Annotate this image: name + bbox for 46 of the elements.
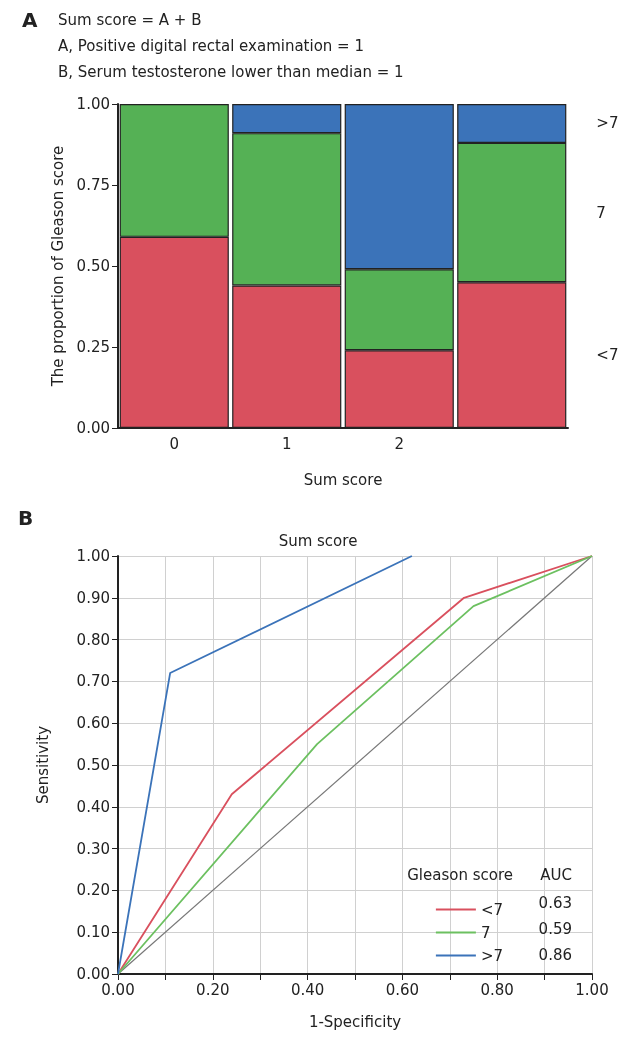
text: B	[18, 506, 34, 530]
y-tick-label: 0.70	[76, 672, 110, 691]
annotation: AUC	[540, 865, 572, 884]
y-tick-label: 0.40	[76, 797, 110, 816]
legend-label: >7	[480, 946, 504, 965]
y-tick-label: 1.00	[76, 95, 110, 113]
annotation: 0.59	[538, 919, 573, 938]
y-tick-label: 0.10	[76, 923, 110, 942]
x-tick-label: 0.80	[480, 980, 514, 999]
y-tick-label: 0.50	[76, 756, 110, 774]
y-axis-title: The proportion of Gleason score	[49, 145, 68, 388]
x-tick-label: 2	[394, 434, 405, 453]
annotation: 0.86	[538, 945, 573, 964]
legend-label: <7	[480, 900, 504, 919]
x-tick-label: 0	[169, 434, 180, 453]
y-tick-label: 0.80	[76, 630, 110, 649]
y-tick-label: 0.20	[76, 881, 110, 900]
y-tick-label: 0.00	[76, 419, 110, 437]
legend-title: Gleason score	[407, 865, 514, 884]
y-tick-label: 0.50	[76, 257, 110, 275]
y-tick-label: 0.00	[76, 965, 110, 983]
y-tick-label: 0.25	[76, 338, 110, 356]
text: Sum score = A + B	[58, 10, 202, 29]
y-axis-title: Sensitivity	[33, 725, 52, 805]
x-tick-label: 1	[281, 434, 292, 453]
x-tick-label: 0.60	[385, 980, 420, 999]
annotation: 0.63	[538, 893, 573, 912]
text: A	[22, 8, 38, 32]
text: B, Serum testosterone lower than median = 1	[58, 62, 404, 81]
legend-label: 7	[480, 923, 491, 942]
x-tick-label: 0.20	[196, 980, 230, 999]
text: <7	[596, 346, 619, 365]
chart-title: Sum score	[278, 531, 358, 550]
x-tick-label: 0.00	[101, 980, 135, 999]
y-tick-label: 0.90	[76, 588, 110, 607]
y-tick-label: 0.60	[76, 714, 110, 733]
text: >7	[596, 114, 619, 133]
x-tick-label: 0.40	[290, 980, 325, 999]
x-axis-title: Sum score	[303, 470, 383, 489]
x-axis-title: 1-Specificity	[308, 1012, 402, 1031]
x-tick-label: 1.00	[575, 980, 609, 999]
text: A, Positive digital rectal examination = 1	[58, 36, 364, 55]
text: 7	[596, 203, 606, 222]
y-tick-label: 0.30	[76, 839, 110, 858]
y-tick-label: 0.75	[76, 176, 110, 194]
y-tick-label: 1.00	[76, 547, 110, 565]
